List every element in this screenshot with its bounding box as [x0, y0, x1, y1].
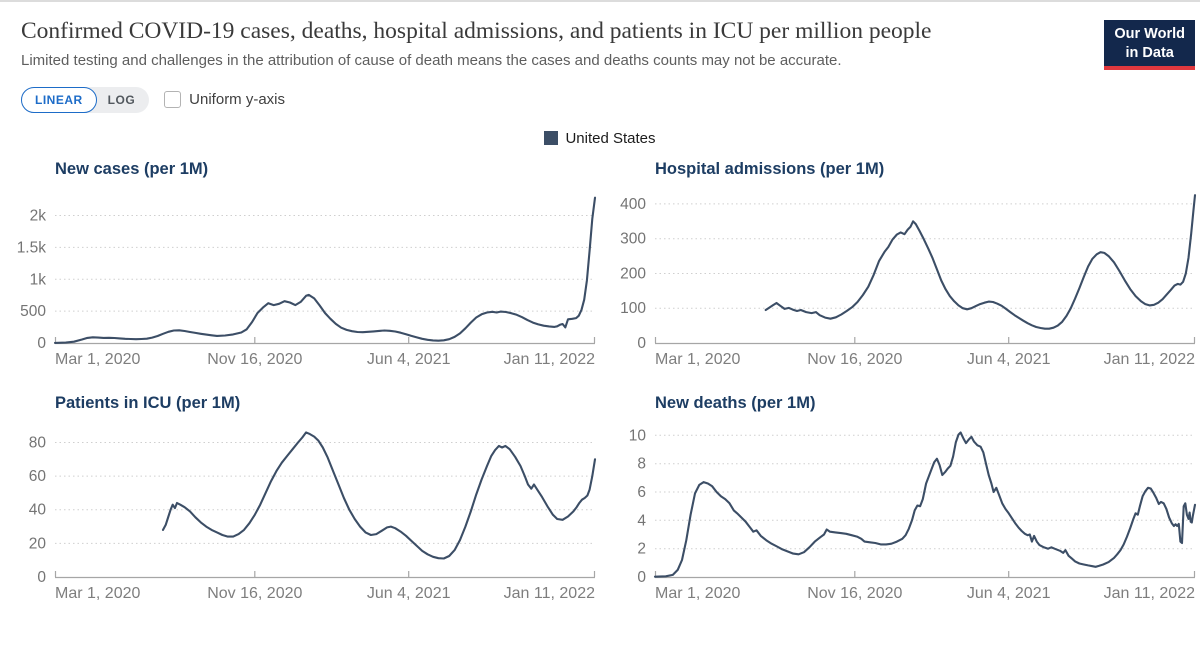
x-tick-label: Jan 11, 2022	[504, 351, 595, 368]
series-line-united-states[interactable]	[161, 431, 597, 560]
scale-toggle: LINEAR LOG	[21, 86, 150, 113]
x-tick-label: Jun 4, 2021	[367, 585, 451, 602]
uniform-y-axis-label: Uniform y-axis	[189, 91, 286, 109]
x-tick-label: Jun 4, 2021	[967, 585, 1051, 602]
chart-new-deaths-plot[interactable]: 0 2 4 6 8 10 Mar 1, 2020 Nov 16, 2020 Jun 4, 202…	[600, 416, 1200, 606]
uniform-y-axis-control[interactable]: Uniform y-axis	[164, 91, 286, 109]
y-tick-label: 0	[37, 335, 46, 352]
y-tick-label: 0	[637, 569, 646, 586]
x-tick-label: Mar 1, 2020	[655, 585, 740, 602]
x-tick-label: Jan 11, 2022	[504, 585, 595, 602]
y-tick-label: 60	[29, 468, 47, 485]
header: Confirmed COVID-19 cases, deaths, hospit…	[0, 2, 1200, 69]
y-tick-label: 200	[620, 265, 646, 282]
x-tick-label: Nov 16, 2020	[207, 351, 302, 368]
y-tick-label: 1k	[30, 271, 47, 288]
y-tick-label: 0	[637, 335, 646, 352]
owid-logo[interactable]: Our World in Data	[1104, 20, 1195, 71]
owid-logo-line2: in Data	[1125, 44, 1174, 61]
chart-new-deaths: New deaths (per 1M) 0 2 4 6 8 10 Mar 1, 2020 No…	[600, 394, 1200, 606]
page-subtitle: Limited testing and challenges in the at…	[21, 51, 842, 69]
x-tick-label: Jan 11, 2022	[1104, 585, 1195, 602]
owid-logo-line1: Our World	[1114, 26, 1185, 42]
log-button[interactable]: LOG	[97, 87, 150, 113]
chart-patients-in-icu: Patients in ICU (per 1M) 0 20 40 60 80 Mar 1,…	[0, 394, 600, 606]
linear-button[interactable]: LINEAR	[21, 86, 97, 113]
chart-hospital-admissions-plot[interactable]: 0 100 200 300 400 Mar 1, 2020 Nov 16, 2020 Jun …	[600, 182, 1200, 372]
charts-grid: New cases (per 1M) 0 500 1k 1.5k 2k Mar 1, 20…	[0, 160, 1200, 606]
y-tick-label: 2k	[30, 207, 47, 224]
chart-patients-in-icu-plot[interactable]: 0 20 40 60 80 Mar 1, 2020 Nov 16, 2020 Jun 4, 2…	[0, 416, 600, 606]
x-tick-label: Nov 16, 2020	[207, 585, 302, 602]
y-tick-label: 8	[637, 455, 646, 472]
x-tick-label: Jan 11, 2022	[1104, 351, 1195, 368]
y-tick-label: 10	[629, 427, 647, 444]
series-line-united-states[interactable]	[764, 193, 1197, 330]
controls-row: LINEAR LOG Uniform y-axis	[21, 86, 1200, 113]
x-tick-label: Mar 1, 2020	[55, 351, 140, 368]
legend: United States	[0, 130, 1200, 147]
y-tick-label: 40	[29, 501, 47, 518]
uniform-y-axis-checkbox[interactable]	[164, 91, 182, 109]
y-tick-label: 4	[637, 512, 646, 529]
y-tick-label: 2	[637, 540, 646, 557]
legend-label: United States	[565, 129, 656, 147]
x-tick-label: Mar 1, 2020	[55, 585, 140, 602]
y-tick-label: 400	[620, 196, 646, 213]
series-line-united-states[interactable]	[53, 196, 597, 344]
series-line-united-states[interactable]	[653, 431, 1197, 578]
chart-hospital-admissions: Hospital admissions (per 1M) 0 100 200 300 4…	[600, 160, 1200, 372]
y-tick-label: 20	[29, 535, 47, 552]
chart-title-new-deaths: New deaths (per 1M)	[655, 393, 816, 412]
chart-title-new-cases: New cases (per 1M)	[55, 159, 209, 178]
chart-new-cases-plot[interactable]: 0 500 1k 1.5k 2k Mar 1, 2020 Nov 16, 2020 Jun 4…	[0, 182, 600, 372]
chart-title-hospital-admissions: Hospital admissions (per 1M)	[655, 159, 885, 178]
legend-item-united-states: United States	[544, 129, 656, 147]
y-tick-label: 1.5k	[17, 239, 47, 256]
y-tick-label: 80	[29, 434, 47, 451]
y-tick-label: 500	[20, 303, 46, 320]
chart-title-patients-in-icu: Patients in ICU (per 1M)	[55, 393, 241, 412]
chart-new-cases: New cases (per 1M) 0 500 1k 1.5k 2k Mar 1, 20…	[0, 160, 600, 372]
y-tick-label: 300	[620, 230, 646, 247]
y-tick-label: 100	[620, 300, 646, 317]
x-tick-label: Mar 1, 2020	[655, 351, 740, 368]
x-tick-label: Nov 16, 2020	[807, 585, 902, 602]
x-tick-label: Jun 4, 2021	[367, 351, 451, 368]
x-tick-label: Nov 16, 2020	[807, 351, 902, 368]
y-tick-label: 6	[637, 484, 646, 501]
x-tick-label: Jun 4, 2021	[967, 351, 1051, 368]
legend-swatch	[544, 131, 559, 146]
y-tick-label: 0	[37, 569, 46, 586]
page-title: Confirmed COVID-19 cases, deaths, hospit…	[21, 18, 932, 44]
